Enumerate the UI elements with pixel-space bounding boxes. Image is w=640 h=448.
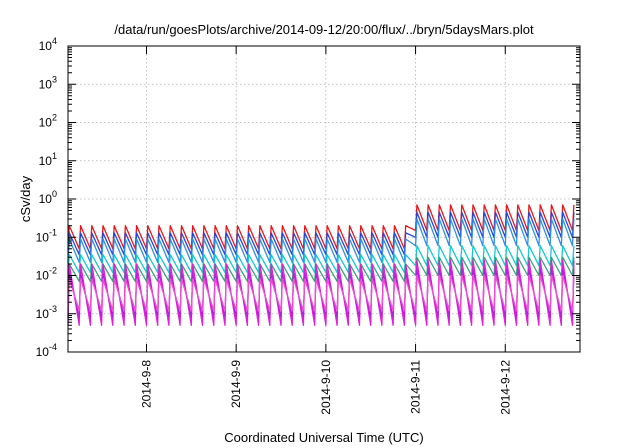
grid: [68, 46, 580, 352]
x-tick-label: 2014-9-12: [498, 360, 512, 415]
y-tick-label: 101: [39, 151, 57, 168]
ticks: [68, 45, 580, 353]
y-tick-label: 10-3: [36, 304, 57, 321]
y-tick-labels: 10-4 10-3 10-2 10-1 100 101 102 103 104: [36, 36, 57, 359]
y-tick-label: 104: [39, 36, 57, 53]
x-tick-labels: 2014-9-8 2014-9-9 2014-9-10 2014-9-11 2014-9…: [139, 360, 512, 415]
y-axis-label: cSv/day: [18, 175, 33, 222]
x-tick-label: 2014-9-10: [319, 360, 333, 415]
y-tick-label: 102: [39, 113, 57, 130]
series-line-5: [67, 256, 575, 283]
x-tick-label: 2014-9-11: [409, 360, 423, 414]
chart-title: /data/run/goesPlots/archive/2014-09-12/2…: [114, 22, 534, 37]
y-tick-label: 103: [39, 74, 57, 91]
series-line-1: [67, 204, 575, 250]
x-tick-label: 2014-9-9: [229, 360, 243, 408]
series-group: [67, 204, 575, 326]
y-tick-label: 10-4: [36, 342, 57, 359]
series-line-4: [67, 245, 575, 274]
y-tick-label: 10-1: [36, 227, 57, 244]
x-axis-label: Coordinated Universal Time (UTC): [224, 430, 423, 445]
x-tick-label: 2014-9-8: [139, 360, 153, 408]
series-line-2: [67, 211, 575, 256]
y-tick-label: 10-2: [36, 266, 57, 283]
series-line-3: [67, 218, 575, 264]
y-tick-label: 100: [39, 189, 57, 206]
series-line-8: [67, 274, 575, 312]
